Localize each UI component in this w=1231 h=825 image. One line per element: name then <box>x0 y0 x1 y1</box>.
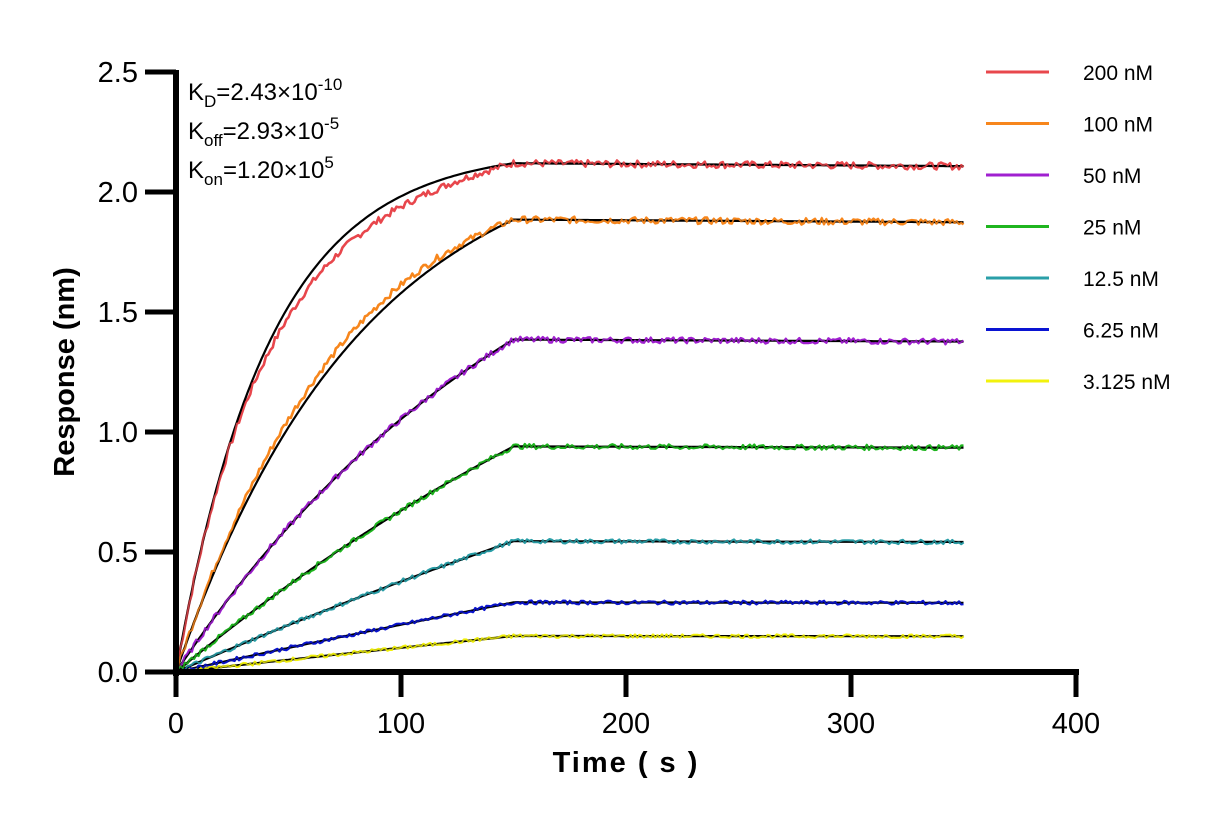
fit-curve-200-nM <box>174 162 964 673</box>
x-tick-label: 300 <box>827 708 875 740</box>
legend-label: 12.5 nM <box>1083 268 1159 291</box>
data-series-overlay <box>175 633 965 673</box>
kon-annotation: Kon=1.20×105 <box>188 153 334 189</box>
data-series-200-nM <box>174 158 965 673</box>
koff-annotation: Koff=2.93×10-5 <box>188 114 339 150</box>
y-tick-label: 0.5 <box>98 537 138 569</box>
data-series-overlay <box>175 538 964 673</box>
plot-area <box>174 158 965 674</box>
data-series-3_125-nM <box>175 633 965 674</box>
x-tick-label: 100 <box>377 708 425 740</box>
data-series-overlay <box>175 599 964 673</box>
kd-annotation: KD=2.43×10-10 <box>188 75 342 111</box>
data-series-12_5-nM <box>175 538 965 674</box>
legend-label: 3.125 nM <box>1083 371 1171 394</box>
data-series-overlay <box>175 215 965 673</box>
data-series-overlay <box>175 335 964 673</box>
y-tick-label: 1.0 <box>98 417 138 449</box>
axes: 0.0 0.5 1.0 1.5 2.0 2.5 0 100 200 300 400 <box>98 57 1101 740</box>
legend-label: 100 nM <box>1083 114 1153 137</box>
fit-curve-12_5-nM <box>175 540 964 674</box>
legend-label: 6.25 nM <box>1083 320 1159 343</box>
legend-label: 200 nM <box>1083 62 1153 85</box>
legend: 200 nM 100 nM 50 nM 25 nM 12.5 nM 6.25 nM 3.12… <box>986 62 1171 394</box>
y-tick-label: 2.0 <box>98 177 138 209</box>
fit-curve-100-nM <box>174 218 964 673</box>
x-axis-title: Time ( s ) <box>553 747 700 779</box>
x-tick-label: 400 <box>1052 708 1100 740</box>
y-axis-title: Response (nm) <box>49 267 81 476</box>
y-tick-label: 0.0 <box>98 657 138 689</box>
fit-curve-3_125-nM <box>175 634 964 674</box>
y-tick-label: 2.5 <box>98 57 138 89</box>
x-tick-label: 200 <box>602 708 650 740</box>
fit-curve-50-nM <box>175 338 964 673</box>
data-series-overlay <box>175 158 965 673</box>
x-tick-label: 0 <box>168 708 184 740</box>
data-series-overlay <box>175 442 964 673</box>
y-tick-label: 1.5 <box>98 297 138 329</box>
legend-label: 25 nM <box>1083 217 1141 240</box>
legend-label: 50 nM <box>1083 165 1141 188</box>
